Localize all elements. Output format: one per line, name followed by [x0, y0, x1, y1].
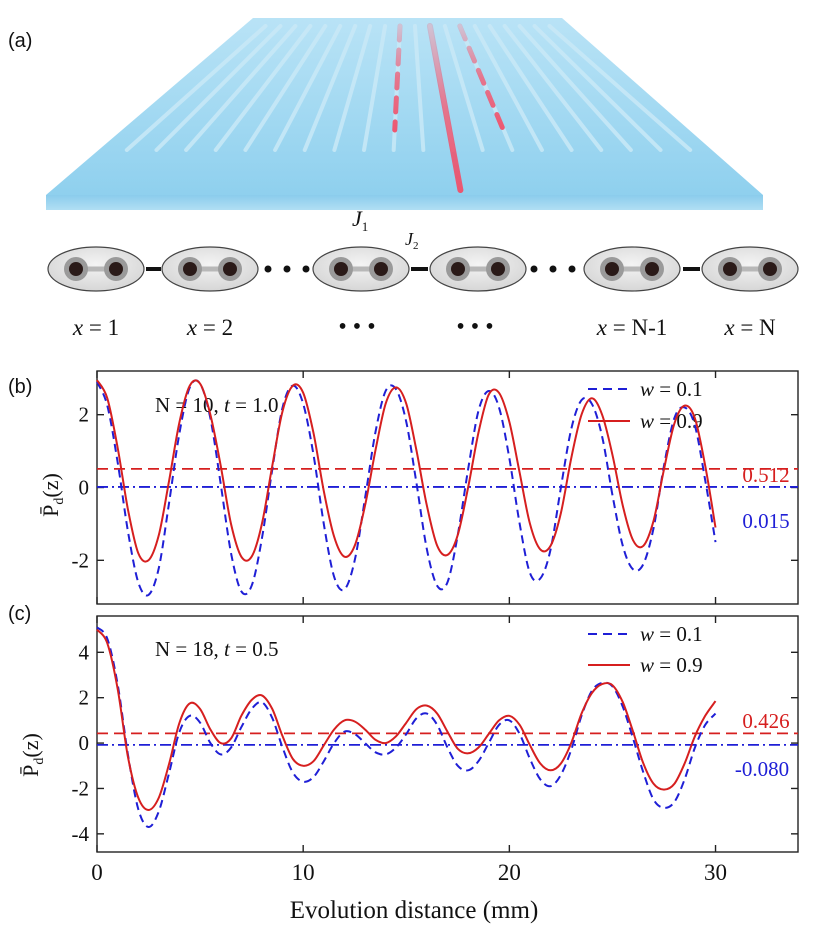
lattice-site: [451, 262, 465, 276]
waveguide: [547, 24, 693, 152]
site-label-n: x = N: [723, 315, 776, 340]
y-tick-label: 2: [79, 403, 90, 427]
x-tick-label: 0: [91, 860, 103, 885]
waveguide: [184, 24, 298, 152]
y-tick-label: -2: [72, 548, 90, 572]
panel-c: (c) P̄d(z) N = 18, t = 0.5 w = 0.1 w = 0…: [8, 603, 799, 924]
legend-entry-w09: w = 0.9: [640, 653, 703, 677]
x-tick-label: 20: [498, 860, 521, 885]
waveguide: [412, 24, 426, 152]
waveguide: [124, 24, 268, 152]
waveguide: [302, 24, 358, 152]
chain-ellipsis-dot: [530, 265, 538, 273]
panel-b: (b) P̄d(z) N = 10, t = 1.0 w = 0.1 w = 0…: [8, 370, 799, 605]
panel-b-legend: w = 0.1 w = 0.9: [588, 377, 703, 433]
waveguide: [442, 24, 485, 152]
lattice-site: [645, 262, 659, 276]
waveguide: [213, 24, 313, 152]
dimer-chain: [47, 246, 799, 292]
excited-waveguide: [392, 23, 403, 133]
waveguide-array: [124, 23, 693, 193]
site-ellipsis-left: •••: [338, 314, 381, 340]
x-tick-label: 30: [704, 860, 727, 885]
panel-b-label: (b): [8, 376, 32, 398]
lattice-site: [183, 262, 197, 276]
legend-entry-w01: w = 0.1: [640, 622, 703, 646]
panel-b-mean-w01-label: 0.015: [742, 509, 789, 533]
waveguide: [517, 24, 633, 152]
slab-front-face: [46, 195, 763, 210]
series-line-w09: [96, 379, 717, 563]
x-tick-label: 10: [292, 860, 315, 885]
lattice-site: [763, 262, 777, 276]
y-tick-label: 0: [79, 731, 90, 755]
series-line-w01: [96, 379, 717, 597]
waveguide: [532, 24, 663, 152]
y-tick-label: 0: [79, 476, 90, 500]
site-label-2: x = 2: [186, 315, 233, 340]
panel-b-ylabel: P̄d(z): [38, 473, 67, 517]
y-tick-label: -2: [72, 776, 90, 800]
chain-ellipsis-dot: [549, 265, 557, 273]
lattice-site: [374, 262, 388, 276]
legend-entry-w01: w = 0.1: [640, 377, 703, 401]
coupling-j2-label: J2: [405, 229, 419, 252]
slab-top-face: [46, 18, 763, 195]
y-tick-label: 2: [79, 686, 90, 710]
panel-c-label: (c): [8, 603, 31, 625]
waveguide: [487, 24, 574, 152]
lattice-site: [605, 262, 619, 276]
panel-c-legend: w = 0.1 w = 0.9: [588, 622, 703, 677]
lattice-site: [109, 262, 123, 276]
site-ellipsis-right: •••: [456, 314, 499, 340]
waveguide: [243, 24, 328, 152]
panel-a: (a) J1 J2 x = 1 x = 2 ••• ••• x = N-1 x …: [8, 18, 799, 340]
waveguide: [273, 24, 343, 152]
site-label-1: x = 1: [72, 315, 119, 340]
panel-c-mean-w09-label: 0.426: [742, 709, 789, 733]
lattice-site: [334, 262, 348, 276]
y-tick-label: 4: [79, 640, 90, 664]
chain-ellipsis-dot: [568, 265, 576, 273]
waveguide-slab: [46, 18, 763, 210]
lattice-site: [491, 262, 505, 276]
panel-c-mean-w01-label: -0.080: [735, 757, 789, 781]
waveguide: [362, 24, 388, 152]
waveguide: [332, 24, 373, 152]
coupling-j1-label: J1: [352, 206, 368, 234]
site-labels: x = 1 x = 2 ••• ••• x = N-1 x = N: [72, 314, 776, 340]
legend-entry-w09: w = 0.9: [640, 409, 703, 433]
panel-a-label: (a): [8, 30, 32, 52]
chain-ellipsis-dot: [302, 265, 310, 273]
excited-waveguide: [457, 23, 506, 133]
waveguide: [154, 24, 283, 152]
x-axis-title: Evolution distance (mm): [290, 897, 539, 924]
chain-ellipsis-dot: [283, 265, 291, 273]
waveguide: [502, 24, 604, 152]
panel-b-mean-w09-label: 0.512: [742, 463, 789, 487]
y-tick-label: -4: [72, 822, 90, 846]
panel-b-annotation: N = 10, t = 1.0: [155, 393, 278, 417]
lattice-site: [723, 262, 737, 276]
chain-ellipsis-dot: [264, 265, 272, 273]
panel-c-annotation: N = 18, t = 0.5: [155, 637, 278, 661]
lattice-site: [223, 262, 237, 276]
site-label-n-minus-1: x = N-1: [596, 315, 667, 340]
panel-c-ylabel: P̄d(z): [18, 733, 47, 777]
lattice-site: [69, 262, 83, 276]
excited-waveguide: [426, 23, 464, 193]
series-line-w09: [96, 628, 717, 812]
waveguide: [472, 24, 544, 152]
